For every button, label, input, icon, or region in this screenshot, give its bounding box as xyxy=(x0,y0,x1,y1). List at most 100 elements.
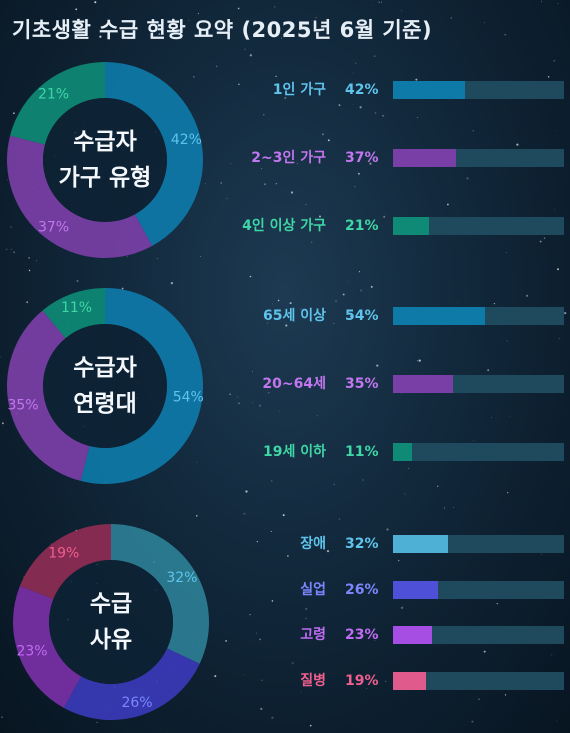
star-dot xyxy=(526,294,529,297)
donut-hole xyxy=(43,98,167,222)
star-dot xyxy=(237,7,240,10)
star-dot xyxy=(333,483,336,486)
star-dot xyxy=(1,716,3,719)
star-dot xyxy=(10,226,12,228)
star-dot xyxy=(338,104,341,107)
star-dot xyxy=(170,281,174,285)
star-dot xyxy=(354,185,356,188)
star-dot xyxy=(275,75,277,78)
star-dot xyxy=(13,251,15,254)
star-dot xyxy=(35,260,38,262)
star-dot xyxy=(347,281,349,283)
bar-category-label: 2~3인 가구 xyxy=(251,150,326,166)
star-dot xyxy=(318,215,322,218)
star-dot xyxy=(507,491,509,494)
star-dot xyxy=(450,99,452,101)
bar-track xyxy=(393,149,564,167)
star-dot xyxy=(378,1,380,3)
star-dot xyxy=(383,215,386,218)
star-dot xyxy=(380,1,382,3)
bar-value-label: 37% xyxy=(345,150,379,166)
star-dot xyxy=(327,139,330,142)
star-dot xyxy=(349,315,352,318)
star-dot xyxy=(352,104,354,105)
bar-row: 2~3인 가구 37% xyxy=(0,148,570,168)
star-dot xyxy=(76,279,79,283)
star-dot xyxy=(274,6,276,8)
star-dot xyxy=(397,559,400,562)
star-dot xyxy=(557,3,559,5)
star-dot xyxy=(252,370,253,372)
star-dot xyxy=(472,130,474,132)
star-dot xyxy=(290,191,294,194)
star-dot xyxy=(300,308,302,310)
star-dot xyxy=(291,662,294,665)
star-dot xyxy=(305,617,307,619)
star-dot xyxy=(188,19,189,21)
star-dot xyxy=(197,12,199,14)
star-dot xyxy=(204,183,206,185)
star-dot xyxy=(255,632,258,634)
star-dot xyxy=(564,311,567,315)
star-dot xyxy=(267,391,270,394)
star-dot xyxy=(321,133,324,136)
star-dot xyxy=(271,716,274,719)
star-dot xyxy=(444,507,446,509)
star-dot xyxy=(0,356,1,358)
star-dot xyxy=(436,485,439,487)
star-dot xyxy=(261,168,263,170)
star-dot xyxy=(75,8,78,11)
star-dot xyxy=(192,75,195,78)
star-dot xyxy=(338,518,341,520)
star-dot xyxy=(505,251,507,254)
star-dot xyxy=(490,416,493,419)
star-dot xyxy=(305,607,308,610)
star-dot xyxy=(558,338,560,339)
star-dot xyxy=(516,143,519,146)
star-dot xyxy=(314,376,317,379)
star-dot xyxy=(158,33,161,36)
star-dot xyxy=(401,10,403,12)
star-dot xyxy=(553,208,555,210)
star-dot xyxy=(156,257,158,260)
star-dot xyxy=(300,690,302,692)
star-dot xyxy=(457,301,458,303)
star-dot xyxy=(96,721,98,724)
star-dot xyxy=(471,720,474,723)
star-dot xyxy=(270,530,272,533)
star-dot xyxy=(370,285,373,288)
star-dot xyxy=(543,237,546,239)
star-dot xyxy=(266,322,269,324)
star-dot xyxy=(375,636,377,638)
star-dot xyxy=(373,55,376,57)
star-dot xyxy=(342,293,345,296)
star-dot xyxy=(504,33,507,36)
star-dot xyxy=(289,302,292,305)
star-dot xyxy=(225,639,228,642)
star-dot xyxy=(447,203,449,206)
star-dot xyxy=(249,275,252,278)
bar-row: 1인 가구 42% xyxy=(0,80,570,100)
star-dot xyxy=(226,207,227,209)
star-dot xyxy=(315,17,317,19)
star-dot xyxy=(478,698,480,700)
star-dot xyxy=(362,479,364,481)
star-dot xyxy=(335,300,337,302)
star-dot xyxy=(275,183,277,185)
star-dot xyxy=(359,106,362,109)
star-dot xyxy=(12,112,15,115)
star-dot xyxy=(369,162,372,165)
star-dot xyxy=(126,256,128,258)
star-dot xyxy=(95,27,97,28)
star-dot xyxy=(237,396,239,398)
bar-value-label: 21% xyxy=(345,218,379,234)
star-dot xyxy=(42,79,44,81)
star-dot xyxy=(352,72,354,74)
star-dot xyxy=(466,177,469,180)
donut-slice xyxy=(7,135,153,258)
star-dot xyxy=(473,440,474,441)
star-dot xyxy=(374,112,377,114)
star-dot xyxy=(284,96,287,100)
star-dot xyxy=(282,514,285,517)
